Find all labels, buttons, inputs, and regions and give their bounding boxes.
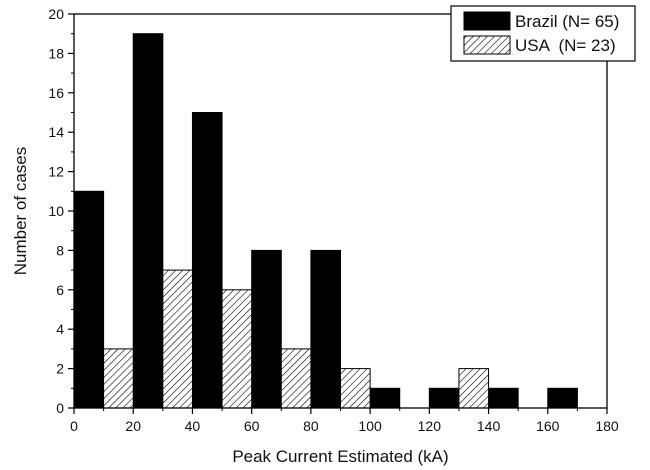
y-tick-label: 20 [48,6,64,22]
bar-usa-40-60 [221,289,253,409]
x-tick-label: 0 [70,418,78,434]
y-tick-label: 0 [56,400,64,416]
axes-layer: 0 20 40 60 80 100 120 140 160 180 0 2 4 6 8 10 12 14 16 18 2… [48,6,618,434]
legend-label-usa: USA (N= 23) [515,36,616,55]
bar-brazil-120-140 [428,387,460,409]
x-tick-label: 120 [418,418,442,434]
y-tick-label: 4 [56,321,64,337]
bar-brazil-20-40 [132,33,164,409]
y-tick-label: 6 [56,282,64,298]
y-tick-label: 10 [48,203,64,219]
x-tick-label: 100 [358,418,382,434]
bar-brazil-160-180 [547,387,578,409]
x-tick-label: 20 [125,418,141,434]
x-tick-label: 160 [536,418,560,434]
bar-usa-0-20 [103,348,134,409]
y-axis-title: Number of cases [11,147,30,276]
y-tick-label: 8 [56,242,64,258]
y-tick-label: 16 [48,85,64,101]
bar-brazil-100-120 [369,387,401,409]
legend-swatch-usa [463,35,511,55]
bar-brazil-80-100 [310,249,341,409]
x-tick-label: 80 [303,418,319,434]
bar-usa-60-80 [280,348,312,409]
x-axis-title: Peak Current Estimated (kA) [232,447,448,466]
y-tick-label: 18 [48,45,64,61]
legend-swatch-brazil [463,11,511,31]
bar-usa-20-40 [162,269,193,409]
x-tick-label: 40 [185,418,201,434]
legend: Brazil (N= 65) USA (N= 23) [450,5,636,62]
y-tick-label: 14 [48,124,64,140]
bar-brazil-140-160 [488,387,519,409]
y-tick-label: 2 [56,361,64,377]
bar-usa-120-140 [458,368,490,409]
legend-label-brazil: Brazil (N= 65) [515,12,619,31]
bar-brazil-0-20 [73,190,105,409]
y-tick-label: 12 [48,164,64,180]
bars-layer [73,33,578,409]
x-tick-label: 60 [244,418,260,434]
x-tick-label: 180 [595,418,619,434]
bar-usa-80-100 [340,368,371,409]
bar-brazil-40-60 [191,112,223,409]
bar-brazil-60-80 [251,249,282,409]
x-tick-label: 140 [477,418,501,434]
